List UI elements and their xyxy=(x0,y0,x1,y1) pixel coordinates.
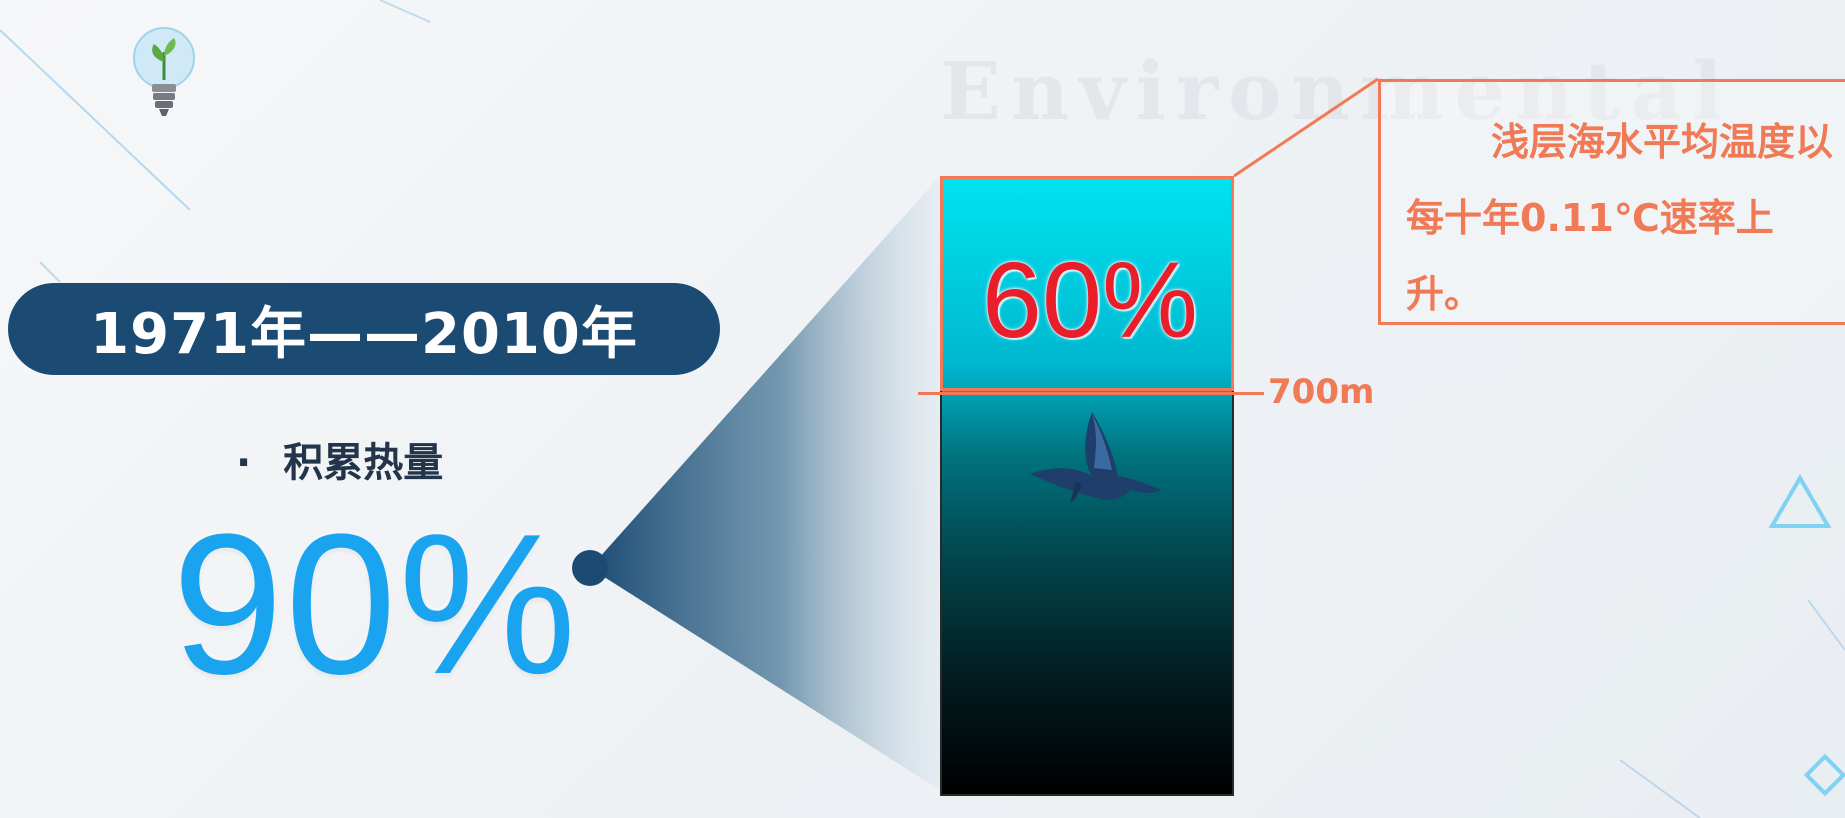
watermark-text: Environmental xyxy=(940,44,1733,138)
whale-icon xyxy=(1030,412,1162,502)
depth-label: 700m xyxy=(1268,372,1375,412)
triangle-outline-icon xyxy=(1768,474,1832,528)
depth-marker-line xyxy=(918,392,1264,395)
shallow-layer-box xyxy=(940,176,1234,391)
accumulated-heat-text: 积累热量 xyxy=(283,440,444,486)
accumulated-heat-label: · 积累热量 xyxy=(236,430,443,488)
diamond-outline-icon xyxy=(1803,753,1845,797)
bullet: · xyxy=(236,440,252,486)
period-pill: 1971年——2010年 xyxy=(8,283,720,375)
accumulated-heat-percent: 90% xyxy=(172,493,579,716)
callout-text: 浅层海水平均温度以每十年0.11℃速率上升。 xyxy=(1406,120,1834,316)
lightbulb-sprout-icon xyxy=(133,27,195,116)
shallow-layer-percent: 60% xyxy=(981,239,1199,360)
callout-box xyxy=(1378,79,1845,325)
period-text: 1971年——2010年 xyxy=(90,301,638,367)
